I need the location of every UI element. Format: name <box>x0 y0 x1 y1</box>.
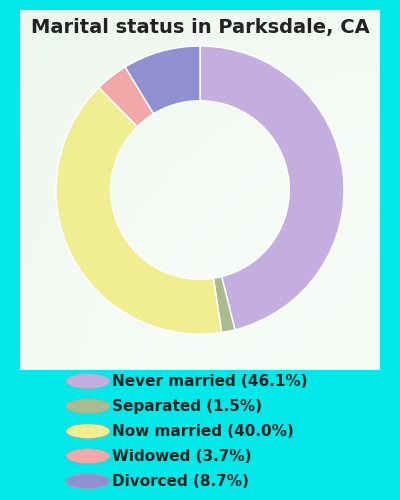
Wedge shape <box>200 46 344 330</box>
Wedge shape <box>99 67 154 126</box>
Wedge shape <box>214 276 235 332</box>
Circle shape <box>66 374 110 388</box>
Wedge shape <box>125 46 200 114</box>
Text: Widowed (3.7%): Widowed (3.7%) <box>112 448 252 464</box>
Circle shape <box>66 424 110 438</box>
Circle shape <box>66 474 110 488</box>
Text: Divorced (8.7%): Divorced (8.7%) <box>112 474 249 488</box>
Circle shape <box>66 399 110 413</box>
Text: Now married (40.0%): Now married (40.0%) <box>112 424 294 438</box>
Circle shape <box>66 448 110 464</box>
Text: Marital status in Parksdale, CA: Marital status in Parksdale, CA <box>31 18 369 36</box>
Text: Separated (1.5%): Separated (1.5%) <box>112 398 262 413</box>
Text: Never married (46.1%): Never married (46.1%) <box>112 374 308 388</box>
Wedge shape <box>56 88 222 334</box>
